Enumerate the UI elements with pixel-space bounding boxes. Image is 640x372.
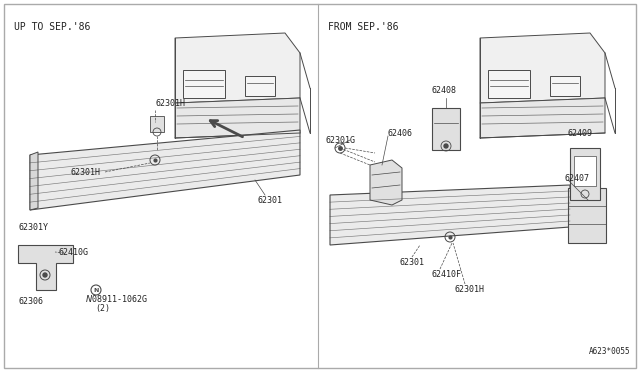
Text: 62301H: 62301H bbox=[70, 167, 100, 176]
Text: 62301: 62301 bbox=[400, 258, 425, 267]
Bar bbox=[568, 188, 606, 243]
Polygon shape bbox=[30, 152, 38, 210]
Text: 62410F: 62410F bbox=[432, 270, 462, 279]
Bar bbox=[432, 108, 460, 150]
Text: 62410G: 62410G bbox=[58, 248, 88, 257]
Text: 62408: 62408 bbox=[432, 86, 457, 95]
Text: 62306: 62306 bbox=[18, 298, 43, 307]
Circle shape bbox=[43, 273, 47, 277]
Text: UP TO SEP.'86: UP TO SEP.'86 bbox=[14, 22, 90, 32]
Polygon shape bbox=[370, 160, 402, 205]
Bar bbox=[150, 116, 164, 132]
Polygon shape bbox=[175, 98, 300, 138]
Polygon shape bbox=[175, 33, 300, 103]
Text: N: N bbox=[93, 288, 99, 292]
Text: 62301H: 62301H bbox=[455, 285, 485, 294]
Text: 62301Y: 62301Y bbox=[18, 223, 48, 232]
Polygon shape bbox=[18, 245, 73, 290]
Bar bbox=[574, 156, 596, 186]
Bar bbox=[245, 76, 275, 96]
Text: $\it{N}$08911-1062G: $\it{N}$08911-1062G bbox=[85, 292, 148, 304]
Text: 62409: 62409 bbox=[568, 129, 593, 138]
Polygon shape bbox=[30, 130, 300, 210]
Text: A623*0055: A623*0055 bbox=[588, 347, 630, 356]
Polygon shape bbox=[330, 185, 570, 245]
Bar bbox=[570, 148, 600, 200]
Text: (2): (2) bbox=[95, 304, 110, 312]
Text: 62301H: 62301H bbox=[155, 99, 185, 108]
Bar bbox=[488, 70, 530, 98]
Text: 62407: 62407 bbox=[565, 173, 590, 183]
Bar bbox=[183, 70, 225, 98]
Text: 62406: 62406 bbox=[388, 128, 413, 138]
Polygon shape bbox=[480, 98, 605, 138]
Text: 62301: 62301 bbox=[258, 196, 283, 205]
Bar bbox=[550, 76, 580, 96]
Circle shape bbox=[444, 144, 448, 148]
Text: FROM SEP.'86: FROM SEP.'86 bbox=[328, 22, 399, 32]
Polygon shape bbox=[480, 33, 605, 103]
Text: 62301G: 62301G bbox=[326, 135, 356, 144]
